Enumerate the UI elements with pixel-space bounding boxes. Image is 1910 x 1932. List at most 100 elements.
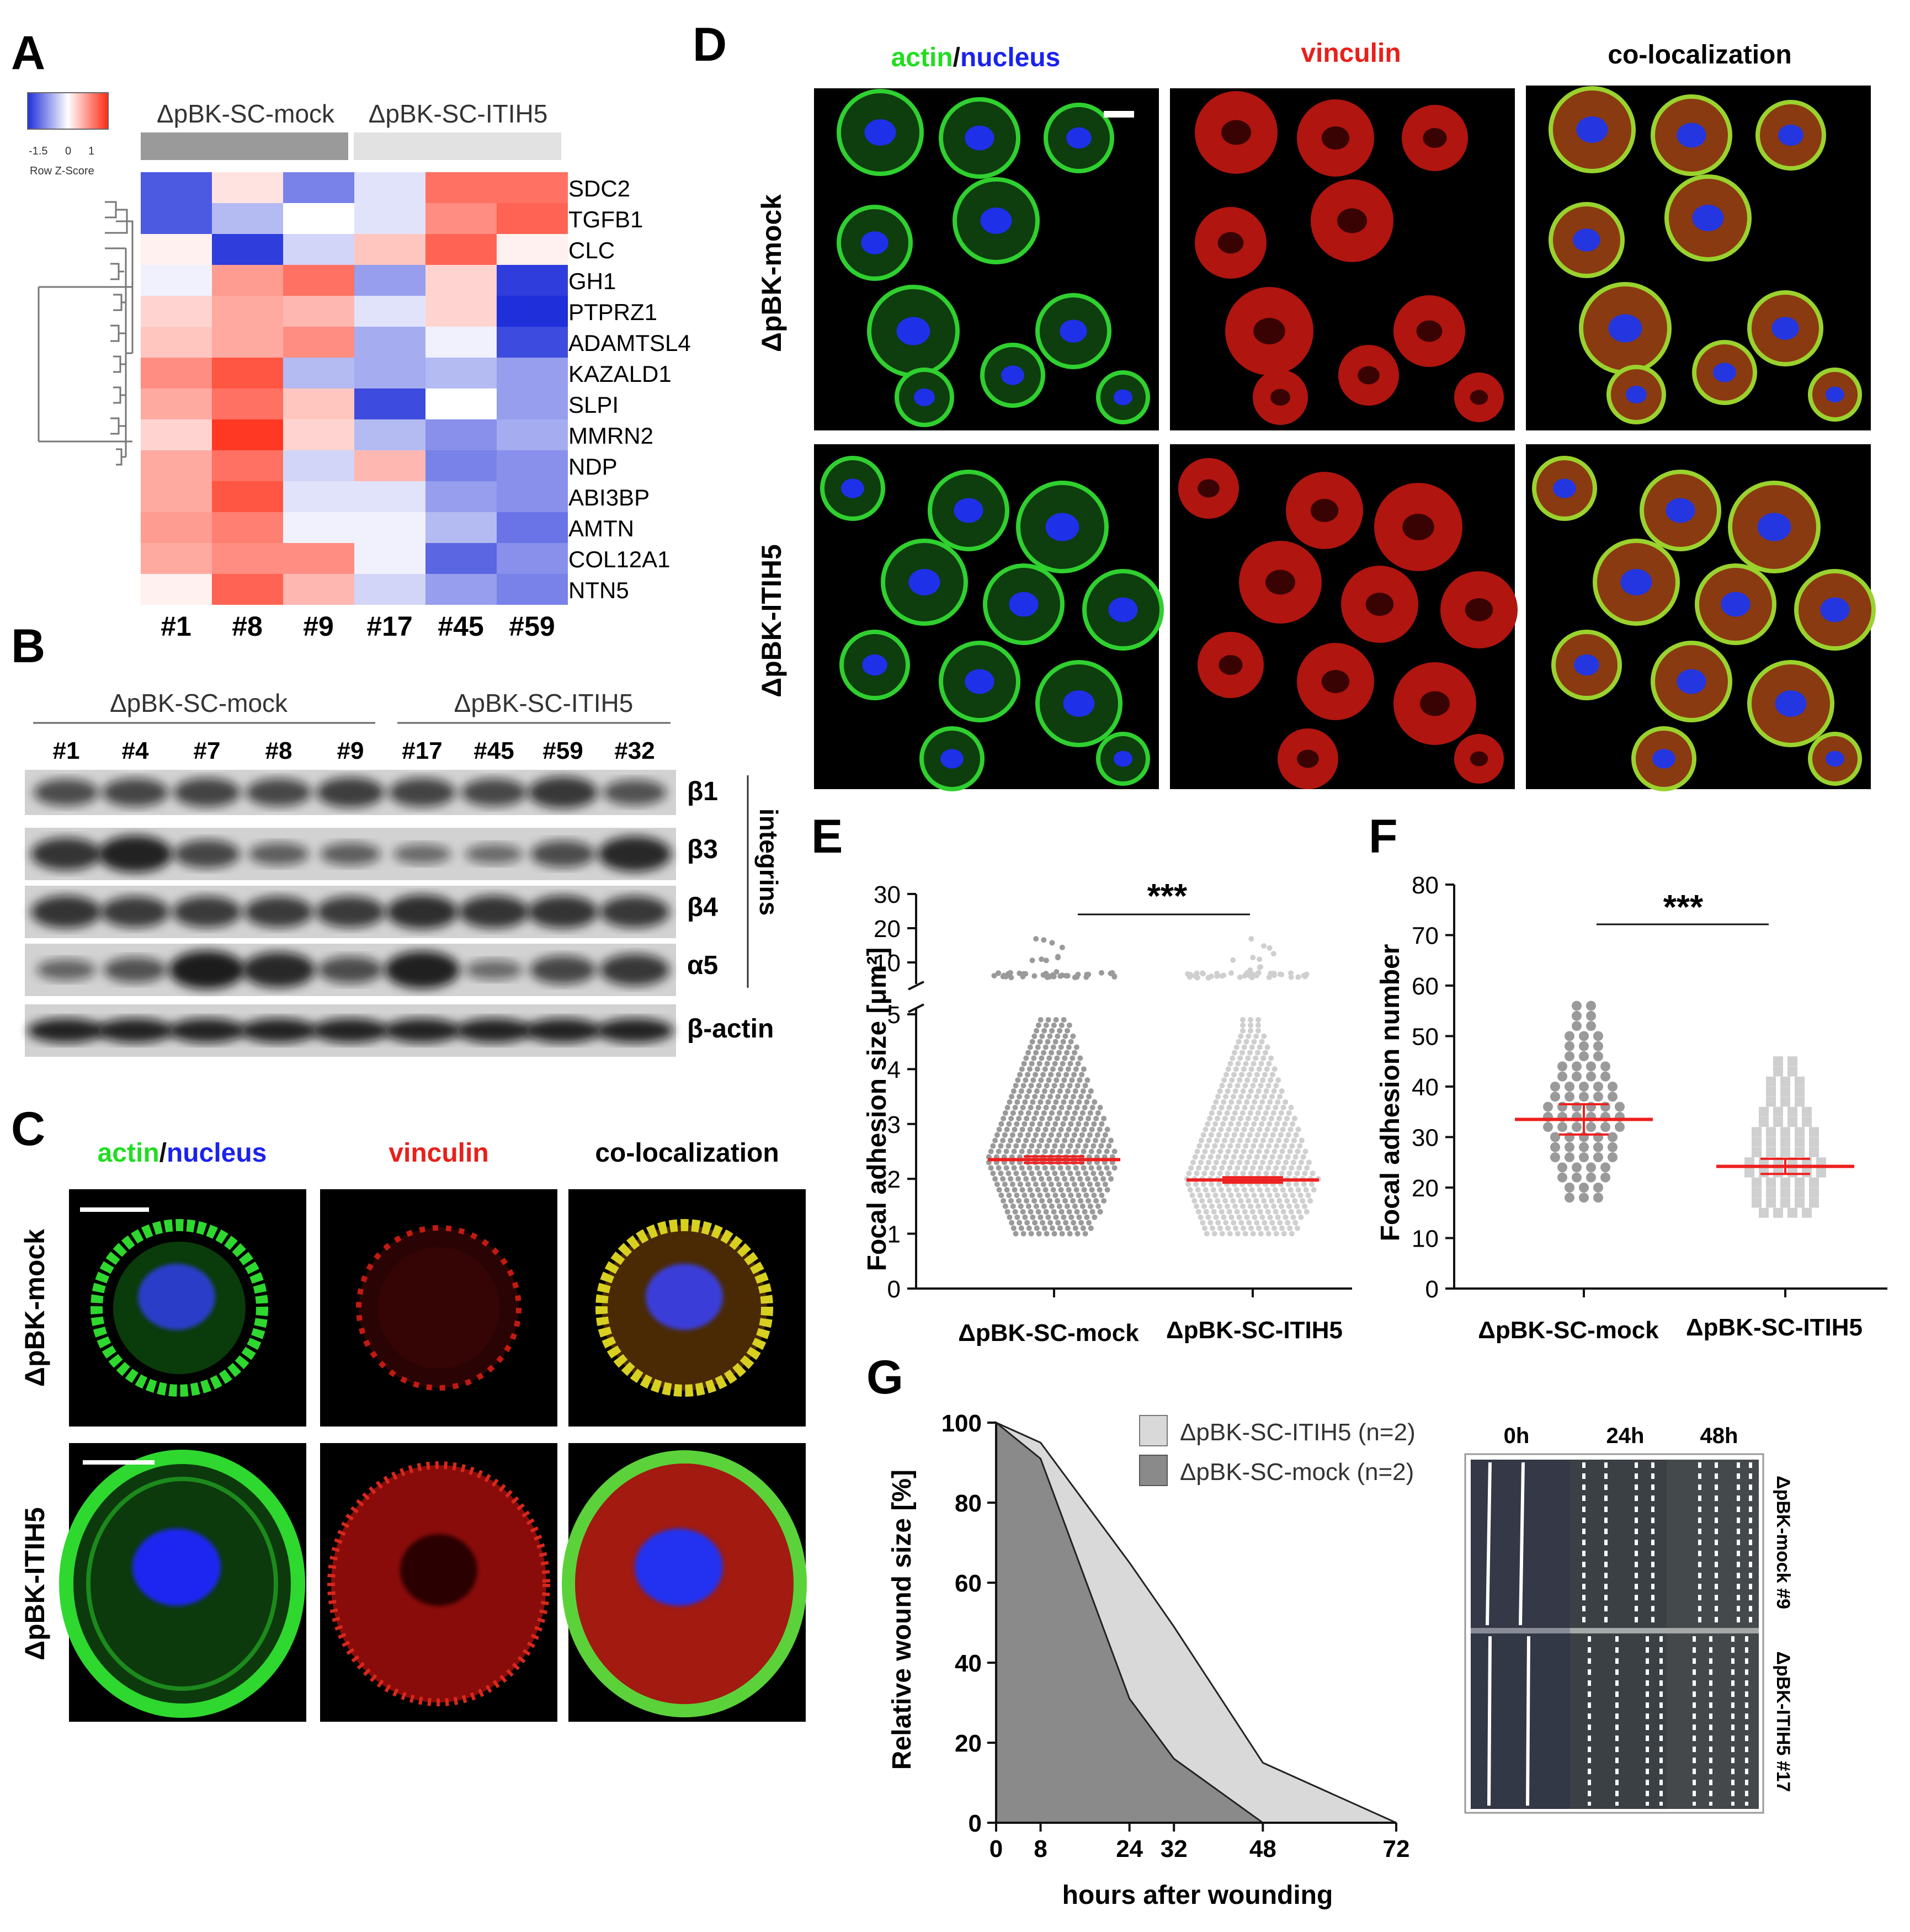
data-point bbox=[996, 1126, 1002, 1132]
data-point bbox=[1752, 1188, 1762, 1198]
data-point bbox=[1267, 1214, 1273, 1220]
data-point bbox=[1057, 1066, 1063, 1072]
nucleus bbox=[1576, 116, 1608, 143]
data-point bbox=[1086, 1115, 1092, 1121]
heatmap-cell bbox=[354, 481, 425, 512]
data-point bbox=[1273, 1083, 1279, 1089]
data-point bbox=[1239, 1110, 1246, 1116]
data-point bbox=[1104, 1126, 1110, 1132]
nucleus bbox=[1820, 597, 1850, 622]
data-point bbox=[1217, 1170, 1223, 1177]
data-point bbox=[1241, 1148, 1247, 1154]
data-point bbox=[1271, 1225, 1277, 1231]
heatmap-cell bbox=[141, 265, 212, 296]
data-point bbox=[1230, 957, 1236, 963]
data-point bbox=[1056, 1110, 1062, 1116]
nucleus bbox=[1063, 690, 1095, 717]
nucleus bbox=[1677, 123, 1706, 148]
panel-f-means bbox=[1515, 1103, 1854, 1175]
data-point bbox=[1053, 1214, 1059, 1220]
heatmap-cell bbox=[354, 388, 425, 419]
data-point bbox=[1009, 1181, 1015, 1188]
heatmap-cell bbox=[212, 358, 283, 388]
blot-group-label-mock: ΔpBK-SC-mock bbox=[110, 689, 288, 717]
data-point bbox=[1057, 1148, 1063, 1154]
data-point bbox=[1293, 1132, 1299, 1138]
heatmap-group-bar-itih5 bbox=[354, 132, 561, 160]
data-point bbox=[1011, 1165, 1017, 1171]
data-point bbox=[1809, 1177, 1819, 1188]
data-point bbox=[1061, 1099, 1067, 1105]
data-point bbox=[1233, 1044, 1239, 1050]
data-point bbox=[1572, 1061, 1582, 1072]
data-point bbox=[1026, 1088, 1032, 1094]
panel-g-chart: Relative wound size [%] hours after woun… bbox=[887, 1410, 1794, 1910]
data-point bbox=[1017, 1132, 1023, 1138]
data-point bbox=[1266, 1061, 1272, 1067]
heatmap-cell bbox=[212, 172, 283, 203]
data-point bbox=[1090, 1170, 1097, 1177]
data-point bbox=[1289, 1143, 1295, 1149]
data-point bbox=[1242, 1231, 1248, 1237]
data-point bbox=[1809, 1188, 1819, 1198]
data-point bbox=[1073, 1165, 1079, 1171]
heatmap-cell bbox=[141, 358, 212, 388]
data-point bbox=[1075, 971, 1081, 977]
data-point bbox=[1065, 1066, 1071, 1072]
data-point bbox=[1031, 1197, 1038, 1204]
data-point bbox=[1089, 1209, 1095, 1215]
data-point bbox=[1057, 1028, 1063, 1034]
data-point bbox=[1092, 1099, 1098, 1105]
data-point bbox=[1600, 1172, 1610, 1183]
data-point bbox=[1055, 1115, 1061, 1121]
data-point bbox=[1615, 1101, 1625, 1112]
data-point bbox=[1593, 1031, 1603, 1041]
data-point bbox=[1226, 1187, 1232, 1193]
data-point bbox=[1267, 1193, 1273, 1199]
data-point bbox=[1287, 1148, 1293, 1154]
data-point bbox=[1266, 1143, 1272, 1149]
data-point bbox=[1237, 1137, 1243, 1143]
heatmap-cell bbox=[212, 450, 283, 481]
data-point bbox=[1048, 1072, 1054, 1078]
data-point bbox=[1034, 1028, 1040, 1034]
data-point bbox=[1036, 1231, 1042, 1237]
data-point bbox=[1212, 1193, 1219, 1199]
data-point bbox=[1060, 1170, 1066, 1177]
data-point bbox=[1020, 1104, 1026, 1110]
gene-label: SLPI bbox=[568, 392, 619, 418]
heatmap-cell bbox=[425, 574, 497, 605]
data-point bbox=[1795, 1197, 1805, 1208]
panel-letter-f: F bbox=[1369, 810, 1398, 863]
heatmap-cell bbox=[497, 543, 568, 574]
data-point bbox=[988, 1165, 994, 1171]
data-point bbox=[1302, 1170, 1308, 1177]
data-point bbox=[1017, 1220, 1023, 1226]
data-point bbox=[1752, 1147, 1762, 1157]
data-point bbox=[1006, 1193, 1012, 1199]
data-point bbox=[1273, 1165, 1279, 1171]
data-point bbox=[1255, 1203, 1261, 1209]
data-point bbox=[1022, 1099, 1028, 1105]
data-point bbox=[1024, 1094, 1030, 1100]
data-point bbox=[1219, 1104, 1225, 1110]
panel-letter-g: G bbox=[866, 1351, 903, 1404]
data-point bbox=[990, 1170, 996, 1177]
data-point bbox=[1280, 1104, 1286, 1110]
data-point bbox=[1275, 1159, 1281, 1165]
y-tick-label: 60 bbox=[955, 1570, 982, 1597]
data-point bbox=[1271, 1088, 1277, 1094]
data-point bbox=[1104, 1148, 1110, 1154]
data-point bbox=[1040, 1220, 1046, 1226]
data-point bbox=[1282, 1193, 1288, 1199]
sample-label: #8 bbox=[232, 611, 263, 642]
panel-d-cells bbox=[820, 86, 1876, 791]
data-point bbox=[1223, 1094, 1228, 1100]
data-point bbox=[1220, 1193, 1226, 1199]
nucleus bbox=[1771, 317, 1799, 340]
data-point bbox=[1225, 1225, 1231, 1231]
heatmap-cell bbox=[212, 327, 283, 358]
data-point bbox=[1014, 1099, 1020, 1105]
heatmap-cell bbox=[141, 172, 212, 203]
data-point bbox=[1593, 1152, 1603, 1163]
